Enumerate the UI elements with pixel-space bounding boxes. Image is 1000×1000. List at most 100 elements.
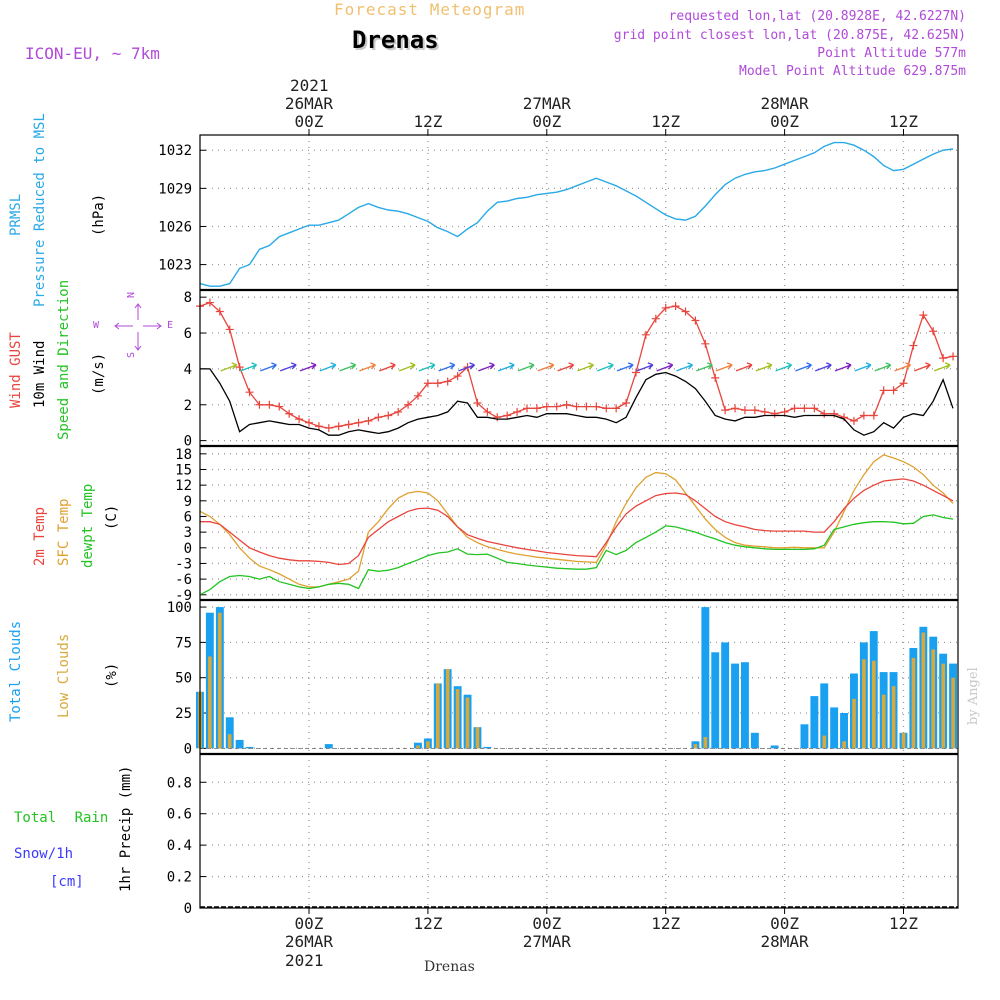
y-tick-label: -6 — [175, 572, 192, 588]
panel-precipitation: 0 0.2 0.4 0.6 0.8 — [167, 754, 958, 917]
wind-arrow — [914, 362, 931, 372]
low-cloud-bar — [445, 669, 450, 749]
top-hour-label: 00Z — [770, 112, 800, 131]
gust-marker — [413, 391, 422, 400]
gust-marker — [770, 409, 779, 418]
panel-clouds: 0 25 50 75 100 — [167, 600, 958, 757]
wind-arrow — [656, 362, 674, 372]
gust-marker — [344, 420, 353, 429]
gust-marker — [622, 398, 631, 407]
gust-marker — [404, 400, 413, 409]
gust-marker — [265, 400, 274, 409]
bottom-year-label: 2021 — [285, 951, 324, 970]
top-day-label: 27MAR — [522, 94, 571, 113]
gust-marker — [483, 407, 492, 416]
y-tick-label: 0.4 — [167, 838, 192, 854]
gust-marker — [582, 402, 591, 411]
top-year-label: 2021 — [290, 76, 329, 95]
gust-marker — [671, 302, 680, 311]
y-tick-label: 0.6 — [167, 807, 192, 823]
wind-arrow — [438, 362, 456, 372]
y-tick-label: 25 — [175, 706, 192, 722]
gust-marker — [225, 325, 234, 334]
gust-marker — [849, 416, 858, 425]
low-cloud-bar — [911, 657, 916, 749]
wind-arrow — [418, 362, 436, 372]
wind-arrow — [398, 362, 416, 372]
model-label: ICON-EU, ~ 7km — [25, 44, 160, 63]
precip-label-rain: Total Rain — [14, 810, 109, 826]
y-tick-label: 0.8 — [167, 775, 192, 791]
low-cloud-bar — [862, 659, 866, 749]
gust-marker — [522, 404, 531, 413]
requested-coords: requested lon,lat (20.8928E, 42.6227N) — [668, 9, 966, 24]
gust-marker — [354, 418, 363, 427]
low-cloud-bar — [703, 737, 708, 749]
gust-marker — [939, 354, 948, 363]
wind-arrow — [616, 362, 634, 372]
top-day-label: 28MAR — [760, 94, 809, 113]
y-tick-label: 1023 — [158, 258, 192, 274]
precip-label-snow-unit: [cm] — [50, 874, 84, 890]
gust-marker — [740, 406, 749, 415]
gust-marker — [304, 418, 313, 427]
bottom-hour-label: 12Z — [651, 914, 681, 933]
gust-marker — [859, 411, 868, 420]
wind-arrow — [517, 362, 535, 372]
wind-arrow — [497, 362, 515, 372]
gust-marker — [949, 352, 958, 361]
bottom-day-label: 27MAR — [522, 932, 571, 951]
gust-marker — [503, 411, 512, 420]
total-cloud-bar — [324, 744, 333, 749]
bottom-hour-label: 12Z — [413, 914, 443, 933]
low-cloud-bar — [941, 663, 945, 749]
wind-arrow — [339, 362, 357, 372]
y-tick-label: 1029 — [158, 181, 192, 197]
prmsl-line — [199, 141, 954, 287]
gust-marker — [750, 406, 759, 415]
low-cloud-bar — [951, 677, 955, 749]
gust-marker — [513, 407, 522, 416]
compass-w: W — [93, 320, 100, 331]
wind-arrow — [735, 362, 753, 372]
gust-marker — [423, 379, 432, 388]
gust-marker — [681, 307, 690, 316]
gust-marker — [721, 406, 730, 415]
gust-marker — [374, 413, 383, 422]
wind-arrow — [279, 362, 297, 372]
gust-marker — [760, 407, 769, 416]
top-hour-label: 00Z — [532, 112, 562, 131]
gust-marker — [532, 404, 541, 413]
low-cloud-bar — [891, 686, 896, 749]
wind-arrow — [814, 362, 832, 372]
wind-arrow — [636, 362, 654, 372]
y-tick-label: 0 — [184, 901, 192, 917]
y-tick-label: 0 — [184, 541, 192, 557]
total-cloud-bar — [721, 642, 730, 749]
bottom-hour-label: 00Z — [294, 914, 324, 933]
top-hour-label: 12Z — [413, 112, 443, 131]
gust-marker — [334, 422, 343, 431]
y-tick-label: 18 — [175, 447, 192, 463]
low-cloud-bar — [693, 744, 698, 749]
y-tick-label: 1026 — [158, 219, 192, 235]
y-tick-label: 12 — [175, 478, 192, 494]
gust-marker — [641, 330, 650, 339]
low-cloud-bar — [931, 649, 935, 749]
wind-arrow — [715, 362, 733, 372]
y-tick-label: 50 — [175, 671, 192, 687]
wind-arrow — [537, 362, 555, 372]
bottom-hour-label: 00Z — [770, 914, 800, 933]
low-cloud-bar — [227, 734, 232, 749]
total-cloud-bar — [235, 739, 244, 749]
total-cloud-bar — [750, 732, 759, 749]
y-tick-label: 1032 — [158, 143, 192, 159]
gust-marker — [493, 413, 502, 422]
gust-marker — [810, 404, 819, 413]
total-cloud-bar — [741, 662, 749, 749]
top-day-label: 26MAR — [284, 94, 334, 113]
y-tick-label: 6 — [184, 509, 192, 525]
gust-marker — [255, 400, 264, 409]
bottom-hour-label: 00Z — [532, 914, 562, 933]
y-tick-label: 0 — [184, 741, 192, 757]
